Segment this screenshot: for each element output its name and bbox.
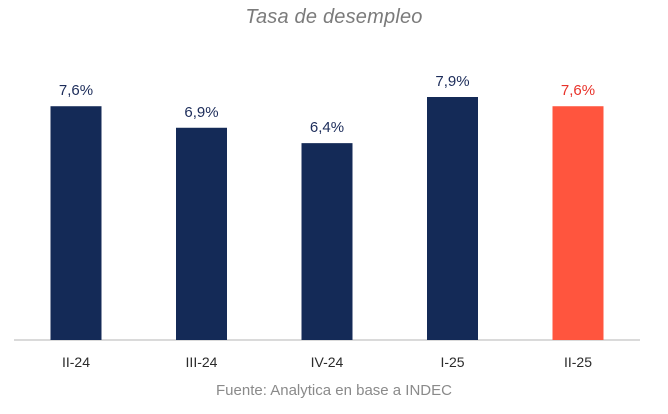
bar-IV-24 xyxy=(301,143,353,340)
chart-title: Tasa de desempleo xyxy=(245,6,423,28)
source-note: Fuente: Analytica en base a INDEC xyxy=(216,382,452,399)
bar-III-24 xyxy=(176,127,227,340)
x-tick-label-III-24: III-24 xyxy=(186,354,218,370)
x-tick-label-II-24: II-24 xyxy=(62,354,90,370)
value-label-I-25: 7,9% xyxy=(435,73,469,90)
bar-II-25 xyxy=(552,106,604,341)
bar-II-24 xyxy=(50,106,102,341)
x-tick-label-IV-24: IV-24 xyxy=(311,354,344,370)
value-label-II-25: 7,6% xyxy=(561,82,595,99)
value-label-III-24: 6,9% xyxy=(184,104,218,121)
x-tick-label-II-25: II-25 xyxy=(564,354,592,370)
bar-I-25 xyxy=(427,97,478,340)
value-label-II-24: 7,6% xyxy=(59,82,93,99)
x-tick-label-I-25: I-25 xyxy=(440,354,464,370)
value-label-IV-24: 6,4% xyxy=(310,119,344,136)
